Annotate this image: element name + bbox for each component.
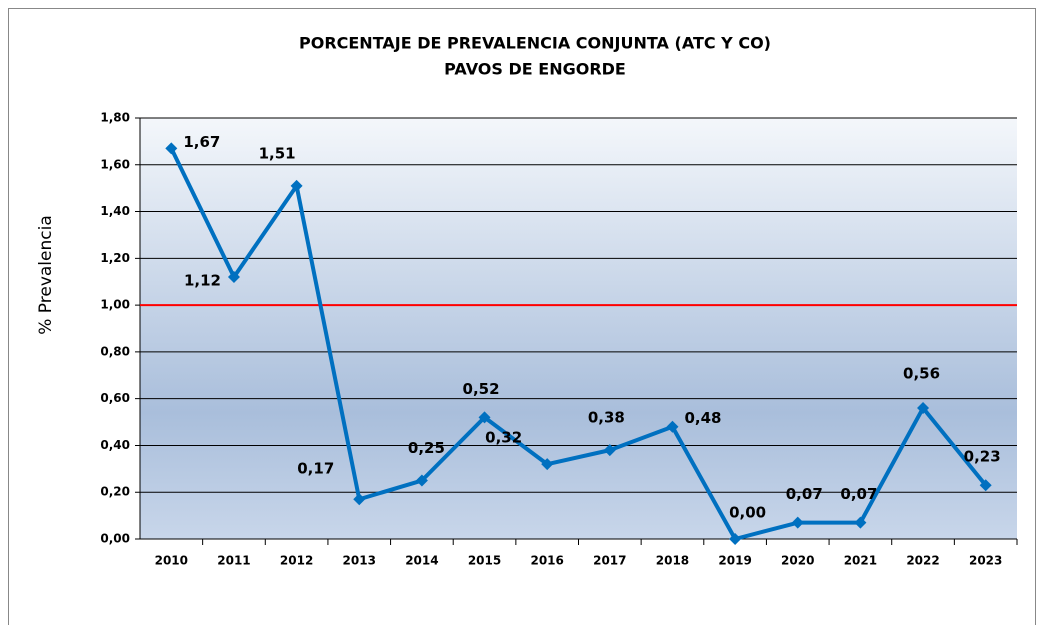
x-tick-label: 2010 xyxy=(155,554,188,568)
x-tick-label: 2011 xyxy=(217,554,250,568)
x-tick-label: 2023 xyxy=(969,554,1002,568)
chart-title: PORCENTAJE DE PREVALENCIA CONJUNTA (ATC … xyxy=(299,34,771,53)
y-axis-label: % Prevalencia xyxy=(36,215,56,335)
x-tick-label: 2015 xyxy=(468,554,501,568)
y-tick-label: 0,00 xyxy=(100,532,130,546)
y-tick-label: 1,60 xyxy=(100,157,130,171)
y-tick-label: 0,40 xyxy=(100,438,130,452)
plot-area xyxy=(140,118,1017,539)
marker xyxy=(290,179,303,192)
marker xyxy=(415,474,428,487)
marker xyxy=(917,402,930,415)
data-label: 0,32 xyxy=(485,429,522,447)
x-tick-label: 2019 xyxy=(718,554,751,568)
data-label: 0,52 xyxy=(463,380,500,398)
x-tick-label: 2020 xyxy=(781,554,814,568)
data-label: 0,07 xyxy=(840,485,877,503)
y-tick-label: 1,20 xyxy=(100,251,130,265)
x-tick-label: 2016 xyxy=(530,554,563,568)
data-label: 0,07 xyxy=(786,485,823,503)
marker xyxy=(979,479,992,492)
marker xyxy=(165,142,178,155)
x-tick-label: 2012 xyxy=(280,554,313,568)
data-label: 1,67 xyxy=(183,133,220,151)
marker xyxy=(227,271,240,284)
marker xyxy=(666,420,679,433)
data-label: 0,25 xyxy=(408,439,445,457)
x-tick-label: 2013 xyxy=(343,554,376,568)
marker xyxy=(478,411,491,424)
data-label: 0,00 xyxy=(729,504,766,522)
marker xyxy=(791,516,804,529)
data-label: 0,48 xyxy=(684,409,721,427)
x-tick-label: 2022 xyxy=(906,554,939,568)
marker xyxy=(353,493,366,506)
x-tick-label: 2014 xyxy=(405,554,438,568)
data-label: 0,38 xyxy=(588,409,625,427)
data-label: 0,23 xyxy=(964,448,1001,466)
x-tick-label: 2021 xyxy=(844,554,877,568)
marker xyxy=(729,533,742,545)
y-tick-label: 0,60 xyxy=(100,391,130,405)
y-tick-label: 1,40 xyxy=(100,204,130,218)
data-label: 1,12 xyxy=(184,272,221,290)
chart-border xyxy=(8,8,1036,625)
line xyxy=(169,147,988,541)
y-tick-label: 0,20 xyxy=(100,485,130,499)
marker xyxy=(541,458,554,471)
data-label: 0,17 xyxy=(297,460,334,478)
x-tick-label: 2018 xyxy=(656,554,689,568)
y-tick-label: 1,00 xyxy=(100,298,130,312)
data-label: 1,51 xyxy=(259,144,296,162)
y-tick-label: 1,80 xyxy=(100,111,130,125)
y-tick-label: 0,80 xyxy=(100,344,130,358)
data-label: 0,56 xyxy=(903,365,940,383)
marker xyxy=(603,444,616,457)
chart-subtitle: PAVOS DE ENGORDE xyxy=(444,60,626,79)
x-tick-label: 2017 xyxy=(593,554,626,568)
marker xyxy=(854,516,867,529)
